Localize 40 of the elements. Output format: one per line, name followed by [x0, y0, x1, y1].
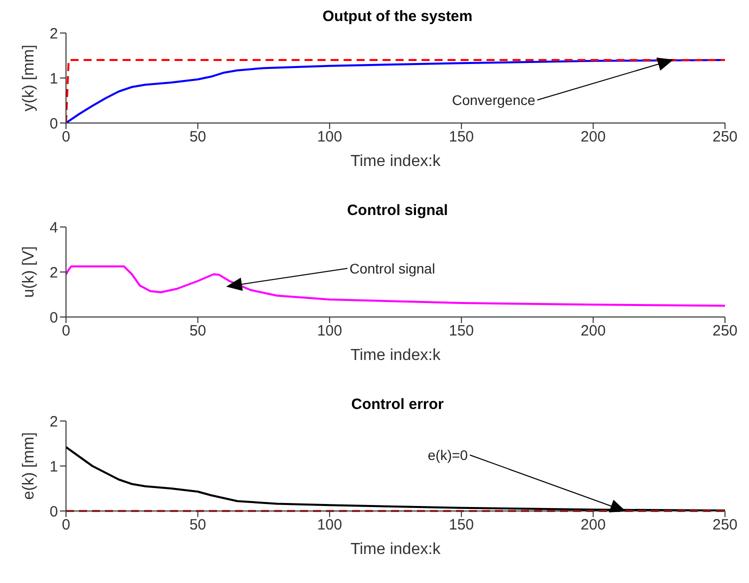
line-series: [66, 265, 725, 307]
y-axis-title: e(k) [mm]: [20, 432, 38, 500]
chart-title: Control error: [351, 396, 444, 413]
annotation: Control signal: [349, 260, 436, 276]
x-tick-label: 0: [62, 128, 70, 146]
x-axis-title: Time index:k: [350, 153, 442, 170]
x-tick-label: 150: [448, 322, 474, 340]
y-tick-label: 1: [50, 70, 58, 88]
x-tick-label: 0: [62, 322, 70, 340]
x-axis-title: Time index:k: [350, 347, 442, 364]
y-axis-title: y(k) [mm]: [20, 44, 38, 112]
y-tick-label: 2: [50, 25, 58, 42]
x-tick-label: 50: [189, 128, 206, 146]
x-tick-label: 150: [448, 516, 474, 534]
x-tick-label: 250: [712, 516, 738, 534]
y-tick-label: 0: [50, 115, 58, 132]
x-tick-label: 250: [712, 128, 738, 146]
x-tick-label: 50: [189, 322, 206, 340]
chart-title: Control signal: [347, 202, 448, 219]
x-tick-label: 200: [580, 128, 606, 146]
x-tick-label: 200: [580, 322, 606, 340]
y-tick-label: 4: [50, 219, 58, 236]
x-tick-label: 100: [317, 516, 342, 534]
y-axis-title: u(k) [V]: [20, 246, 38, 298]
y-tick-label: 2: [50, 264, 58, 282]
x-tick-label: 100: [317, 322, 342, 340]
x-tick-label: 50: [189, 516, 206, 534]
x-tick-label: 200: [580, 516, 606, 534]
y-tick-label: 0: [50, 309, 58, 326]
y-tick-label: 1: [50, 458, 58, 476]
x-tick-label: 250: [712, 322, 738, 340]
y-tick-label: 0: [50, 503, 58, 520]
annotation: Convergence: [452, 92, 536, 108]
x-tick-label: 100: [317, 128, 342, 146]
x-tick-label: 150: [448, 128, 474, 146]
x-axis-title: Time index:k: [350, 541, 442, 558]
chart-title: Output of the system: [322, 8, 472, 25]
x-tick-label: 0: [62, 516, 70, 534]
annotation: e(k)=0: [428, 447, 468, 463]
y-tick-label: 2: [50, 413, 58, 430]
